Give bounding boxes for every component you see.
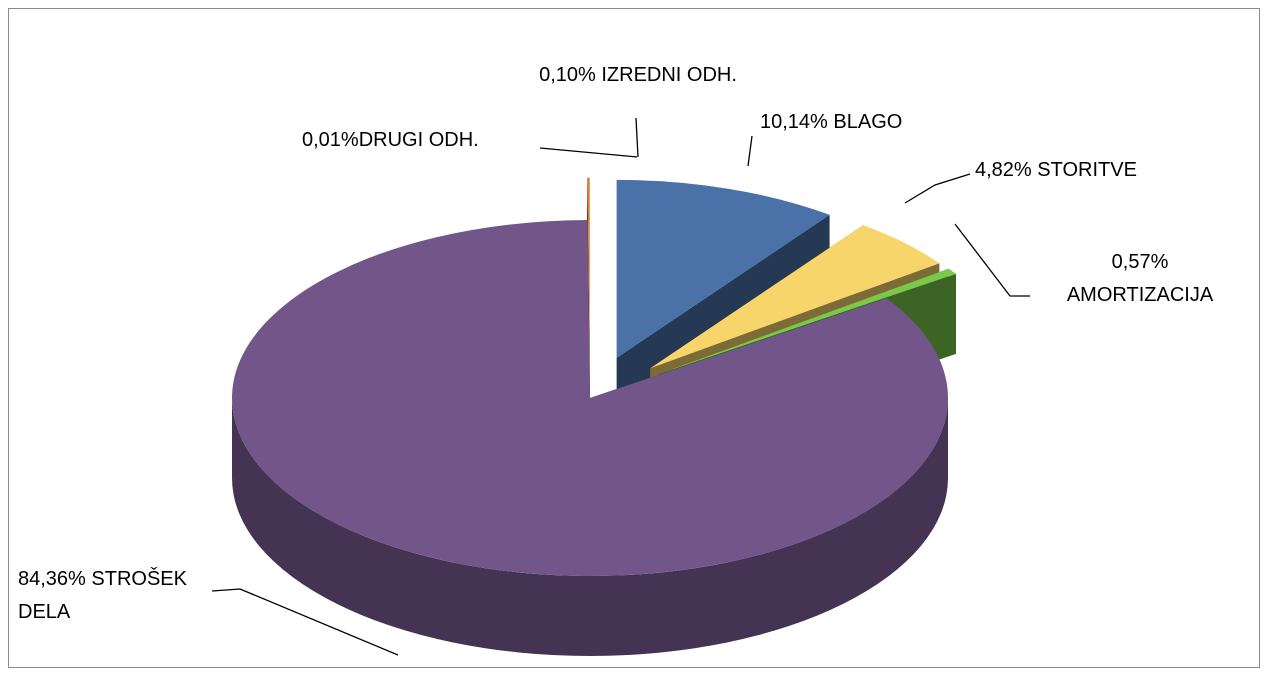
leader-line	[904, 173, 971, 204]
pie-slice	[586, 177, 590, 356]
leader-line	[954, 223, 1030, 297]
category-label: STORITVE	[1037, 159, 1137, 181]
leader-lines	[211, 117, 1030, 656]
value-label: 4,82%	[975, 159, 1032, 181]
pie-slice	[616, 179, 830, 358]
data-label: 0,57% AMORTIZACIJA	[1040, 246, 1240, 312]
pie-slice	[659, 268, 957, 374]
slice-wall	[232, 398, 948, 656]
category-label: IZREDNI ODH.	[601, 64, 737, 86]
category-label: AMORTIZACIJA	[1066, 284, 1214, 306]
value-label: 0,10%	[539, 64, 596, 86]
data-label: 4,82% STORITVE	[975, 154, 1235, 187]
leader-line	[539, 147, 638, 158]
data-label: 0,01%DRUGI ODH.	[302, 124, 562, 157]
chart-frame	[8, 8, 1260, 668]
data-label: 84,36% STROŠEK DELA	[18, 563, 218, 629]
pie-slice	[587, 177, 590, 356]
value-label: 0,01%	[302, 129, 359, 151]
data-label: 10,14% BLAGO	[760, 106, 1000, 139]
pie-slice	[650, 225, 940, 369]
category-label: STROŠEK DELA	[18, 568, 187, 623]
value-label: 84,36%	[18, 568, 86, 590]
value-label: 0,57%	[1111, 251, 1169, 273]
pie-slice	[231, 220, 949, 577]
leader-line	[747, 135, 753, 167]
slice-tops	[231, 177, 957, 577]
category-label: DRUGI ODH.	[358, 129, 479, 151]
category-label: BLAGO	[833, 111, 903, 133]
leader-line	[211, 588, 399, 656]
data-label: 0,10% IZREDNI ODH.	[520, 59, 756, 92]
value-label: 10,14%	[760, 111, 828, 133]
leader-line	[635, 117, 639, 158]
